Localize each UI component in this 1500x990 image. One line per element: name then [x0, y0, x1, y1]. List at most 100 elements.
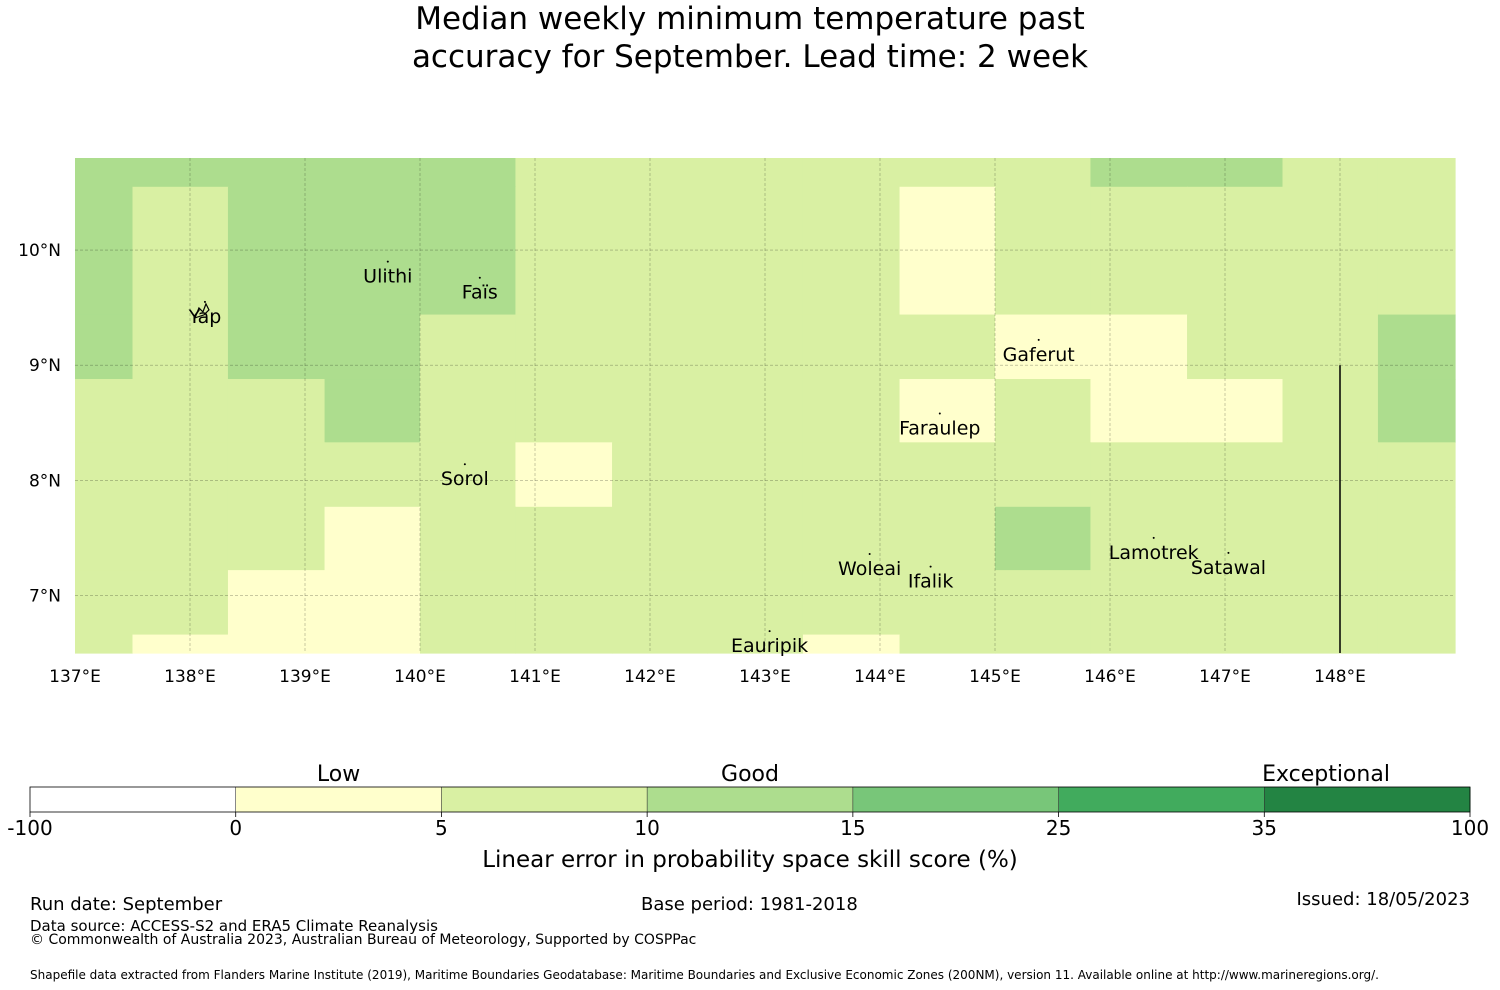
colorbar-tick-label: 0: [229, 816, 242, 840]
map-cell: [1282, 379, 1379, 443]
island-marker: [386, 260, 389, 263]
map-cell: [1377, 158, 1456, 188]
island-marker: [768, 630, 771, 633]
island-label: Sorol: [441, 468, 489, 490]
lon-tick-label: 144°E: [854, 667, 906, 687]
map-cell: [420, 314, 517, 380]
colorbar-segment: [441, 787, 648, 812]
map-cell: [227, 442, 326, 508]
copyright: © Commonwealth of Australia 2023, Austra…: [30, 932, 697, 948]
map-cell: [1090, 186, 1188, 316]
map-cell: [612, 379, 709, 443]
colorbar-tick-label: 35: [1252, 816, 1277, 840]
map-gridlines: [75, 158, 1455, 653]
lat-tick-label: 7°N: [29, 586, 61, 606]
colorbar-outline: [29, 786, 1471, 813]
map-cell: [75, 186, 134, 316]
lon-tick-label: 142°E: [624, 667, 676, 687]
map-cell: [1282, 634, 1379, 654]
colorbar: -100 0 5 10 15 25 35 100 Low Good Exceptional: [7, 762, 1489, 840]
map-cell: [1282, 186, 1379, 316]
map-cell: [75, 442, 134, 508]
map-cell: [1282, 570, 1379, 636]
map-cell: [995, 314, 1092, 380]
island-marker: [478, 276, 481, 279]
map-cell: [899, 506, 996, 571]
map-cell: [1090, 570, 1188, 636]
lon-tick-label: 143°E: [739, 667, 791, 687]
lat-tick-label: 8°N: [29, 471, 61, 491]
lon-tick-label: 141°E: [509, 667, 561, 687]
map-cell: [707, 570, 804, 636]
island-marker: [203, 300, 206, 303]
map-cell: [802, 442, 901, 508]
base-period: Base period: 1981-2018: [641, 894, 858, 915]
map-cell: [802, 158, 901, 188]
map-cell: [132, 570, 229, 636]
map-cell: [612, 186, 709, 316]
map-cell: [1282, 158, 1379, 188]
map-cell: [707, 379, 804, 443]
island-label: Faraulep: [899, 418, 980, 440]
map-cell: [324, 570, 421, 636]
map-cell: [75, 570, 134, 636]
map-cells: [75, 158, 1456, 654]
title-line-1: Median weekly minimum temperature past: [415, 1, 1085, 37]
map-cell: [515, 186, 613, 316]
lon-tick-label: 146°E: [1084, 667, 1136, 687]
map-cell: [995, 506, 1092, 571]
map-cell: [420, 158, 517, 188]
map-cell: [227, 158, 326, 188]
colorbar-segment: [30, 787, 237, 812]
island-label: Ifalik: [908, 571, 954, 593]
colorbar-segment: [1264, 787, 1471, 812]
map-cell: [515, 442, 613, 508]
map-cell: [899, 442, 996, 508]
map-cell: [227, 186, 326, 316]
map-cell: [132, 634, 229, 654]
map-cell: [612, 634, 709, 654]
map-cell: [227, 314, 326, 380]
map-cell: [995, 634, 1092, 654]
lon-tick-label: 140°E: [394, 667, 446, 687]
colorbar-tick-label: 5: [435, 816, 448, 840]
map-cell: [1377, 314, 1456, 380]
island-marker: [938, 412, 941, 415]
map-cell: [802, 506, 901, 571]
island-marker: [929, 565, 932, 568]
map-cell: [1187, 506, 1284, 571]
colorbar-tick-label: -100: [7, 816, 52, 840]
map-cell: [227, 506, 326, 571]
map-cell: [707, 506, 804, 571]
lon-tick-label: 147°E: [1199, 667, 1251, 687]
map-cell: [1090, 379, 1188, 443]
map-cell: [995, 442, 1092, 508]
map-cell: [420, 379, 517, 443]
yap-island-outline: [193, 302, 210, 319]
map-cell: [1187, 186, 1284, 316]
map-cell: [75, 506, 134, 571]
map-cell: [995, 186, 1092, 316]
colorbar-segment: [647, 787, 854, 812]
map-cell: [1090, 634, 1188, 654]
map-cell: [1090, 314, 1188, 380]
map-cell: [1187, 379, 1284, 443]
map-cell: [75, 158, 134, 188]
lon-tick-label: 138°E: [164, 667, 216, 687]
map-cell: [707, 442, 804, 508]
map-axes: 137°E 138°E 139°E 140°E 141°E 142°E 143°E 144°E…: [18, 241, 1366, 687]
island-labels: Ulithi Faïs Yap Gaferut Faraulep Sorol Woleai I…: [188, 260, 1266, 657]
map-cell: [899, 570, 996, 636]
map-cell: [899, 379, 996, 443]
island-marker: [1152, 536, 1155, 539]
island-marker: [1227, 551, 1230, 554]
map-cell: [899, 158, 996, 188]
map-cell: [1377, 506, 1456, 571]
map-cell: [612, 570, 709, 636]
run-date: Run date: September: [30, 894, 223, 915]
map-cell: [1282, 506, 1379, 571]
map-cell: [612, 442, 709, 508]
colorbar-segment: [852, 787, 1060, 812]
colorbar-segment: [1058, 787, 1265, 812]
